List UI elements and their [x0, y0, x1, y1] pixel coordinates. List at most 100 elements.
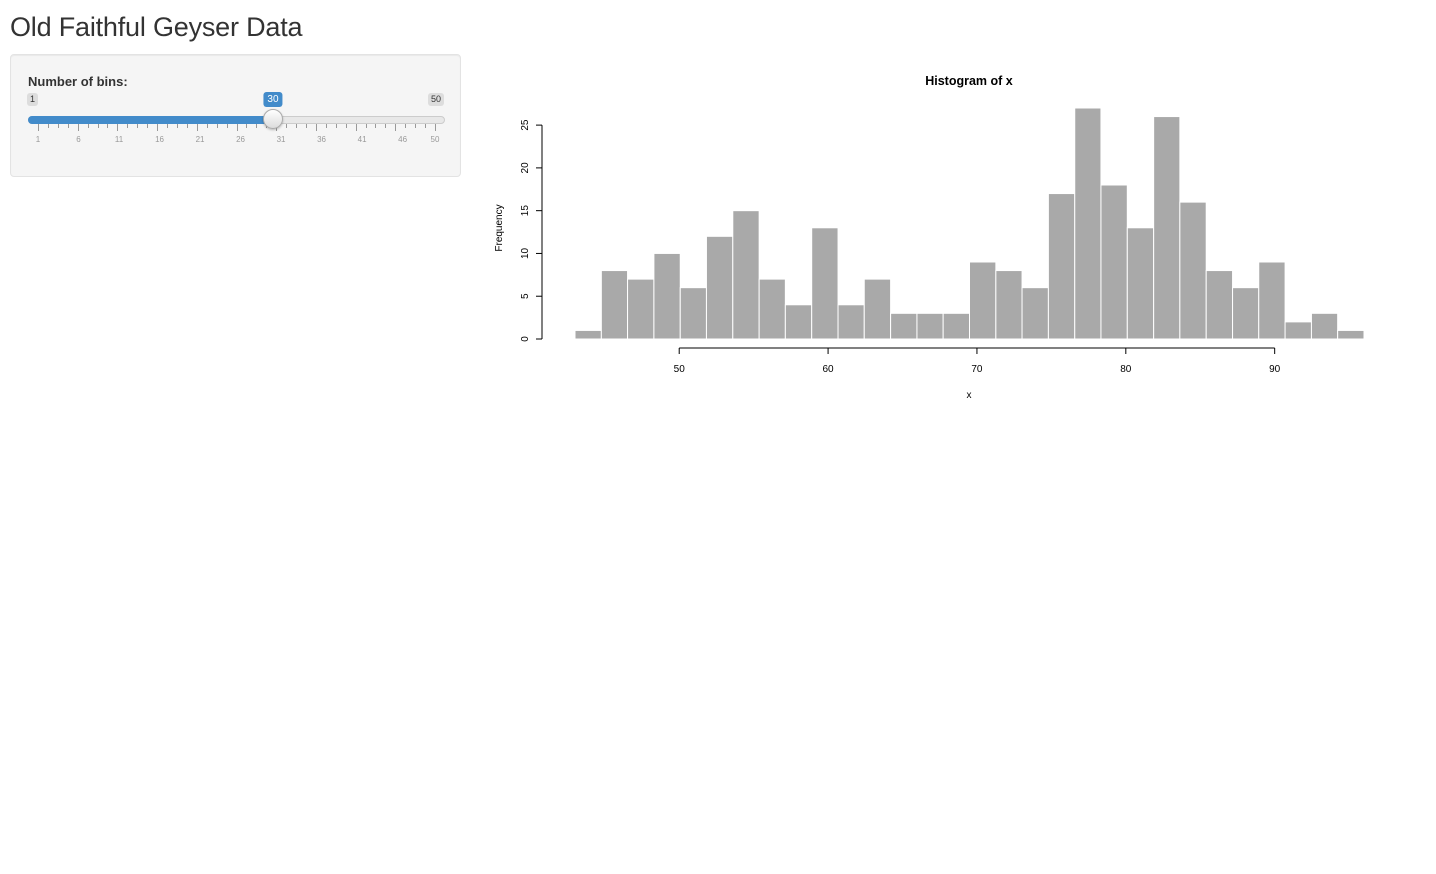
histogram-bar	[784, 304, 813, 340]
slider-minor-tick	[137, 124, 139, 128]
slider-major-tick	[315, 124, 317, 131]
slider-minor-tick	[256, 124, 258, 128]
slider-major-tick	[196, 124, 198, 131]
chart-title: Histogram of x	[925, 74, 1013, 88]
slider-minor-tick	[226, 124, 228, 128]
histogram-bar	[1153, 116, 1181, 340]
histogram-bar	[1337, 329, 1365, 340]
histogram-bar	[942, 312, 971, 340]
slider-major-tick	[157, 124, 159, 131]
histogram-bar	[1021, 287, 1049, 340]
histogram-bar	[574, 329, 602, 340]
slider-minor-tick	[97, 124, 99, 128]
y-tick-label: 25	[520, 119, 531, 131]
slider-minor-tick	[405, 124, 407, 128]
slider-grid-label: 21	[195, 135, 205, 144]
slider-minor-tick	[345, 124, 347, 128]
slider-grid-label: 46	[398, 135, 408, 144]
slider-minor-tick	[67, 124, 69, 128]
histogram-bar	[1126, 227, 1155, 340]
slider-major-tick	[236, 124, 238, 131]
histogram-bar	[705, 235, 734, 340]
x-axis: 50 60 70 80 90	[674, 347, 1281, 375]
slider-minor-tick	[286, 124, 288, 128]
slider-minor-tick	[206, 124, 208, 128]
slider-minor-tick	[57, 124, 59, 128]
histogram-bar	[600, 270, 629, 340]
slider-minor-tick	[375, 124, 377, 128]
slider-minor-tick	[246, 124, 248, 128]
histogram-plot: Histogram of x x Frequency 50 60 70 80 90 0 5…	[494, 74, 1365, 401]
slider-fill	[28, 116, 273, 124]
slider-grid-label: 31	[276, 135, 286, 144]
bins-slider-handle[interactable]	[262, 109, 283, 129]
y-tick-label: 10	[520, 247, 531, 259]
x-tick-label: 60	[823, 364, 835, 375]
histogram-bar	[890, 312, 918, 340]
histogram-bar	[969, 261, 997, 340]
slider-minor-tick	[107, 124, 109, 128]
slider-major-tick	[435, 124, 436, 131]
bins-label: Number of bins:	[28, 74, 128, 89]
slider-minor-tick	[167, 124, 169, 128]
y-axis: 0 5 10 15 20 25	[520, 119, 543, 342]
slider-minor-tick	[216, 124, 218, 128]
y-tick-label: 20	[520, 162, 531, 174]
slider-value-label: 30	[263, 92, 283, 107]
slider-minor-tick	[296, 124, 298, 128]
slider-minor-tick	[415, 124, 417, 128]
histogram-bars	[574, 107, 1365, 340]
slider-minor-tick	[186, 124, 188, 128]
slider-minor-tick	[127, 124, 129, 128]
slider-grid-label: 41	[357, 135, 367, 144]
slider-grid-label: 36	[317, 135, 327, 144]
histogram-bar	[1258, 261, 1286, 340]
slider-minor-tick	[87, 124, 89, 128]
slider-minor-tick	[325, 124, 327, 128]
histogram-bar	[1047, 193, 1076, 340]
histogram-bar	[863, 278, 892, 340]
x-tick-label: 90	[1269, 364, 1281, 375]
histogram-bar	[1310, 312, 1339, 340]
slider-min-label: 1	[27, 93, 39, 106]
histogram-bar	[1100, 184, 1128, 340]
slider-minor-tick	[147, 124, 149, 128]
slider-major-tick	[355, 124, 357, 131]
histogram-bar	[758, 278, 786, 340]
histogram-bar	[679, 287, 707, 340]
y-axis-label: Frequency	[494, 204, 505, 251]
histogram-bar	[1074, 107, 1102, 340]
histogram-bar	[732, 210, 760, 340]
histogram-bar	[1205, 270, 1234, 340]
sidebar-panel: Number of bins: 1 50 30 1 6 11 16 21 26 31 36 41…	[10, 54, 461, 177]
slider-minor-tick	[176, 124, 178, 128]
histogram-bar	[1232, 287, 1260, 340]
histogram-bar	[916, 312, 944, 340]
histogram-bar	[1179, 201, 1207, 340]
slider-grid-label: 16	[155, 135, 164, 144]
histogram-bar	[627, 278, 655, 340]
histogram-bar	[1284, 321, 1312, 340]
x-tick-label: 70	[971, 364, 983, 375]
slider-grid-label: 6	[76, 135, 81, 144]
page-title: Old Faithful Geyser Data	[10, 12, 303, 42]
histogram-bar	[837, 304, 865, 340]
slider-grid-label: 50	[430, 135, 440, 144]
slider-grid-label: 26	[236, 135, 245, 144]
y-tick-label: 5	[520, 293, 531, 299]
slider-minor-tick	[335, 124, 337, 128]
y-tick-label: 15	[520, 205, 531, 217]
x-axis-label: x	[967, 390, 972, 401]
slider-major-tick	[395, 124, 397, 131]
y-tick-label: 0	[520, 336, 531, 342]
slider-minor-tick	[305, 124, 307, 128]
x-tick-label: 80	[1120, 364, 1132, 375]
slider-minor-tick	[365, 124, 367, 128]
slider-major-tick	[38, 124, 39, 131]
slider-minor-tick	[47, 124, 49, 128]
slider-minor-tick	[385, 124, 387, 128]
histogram-bar	[811, 227, 839, 340]
slider-max-label: 50	[427, 93, 444, 106]
slider-grid-label: 1	[35, 135, 41, 144]
histogram-bar	[653, 252, 681, 340]
